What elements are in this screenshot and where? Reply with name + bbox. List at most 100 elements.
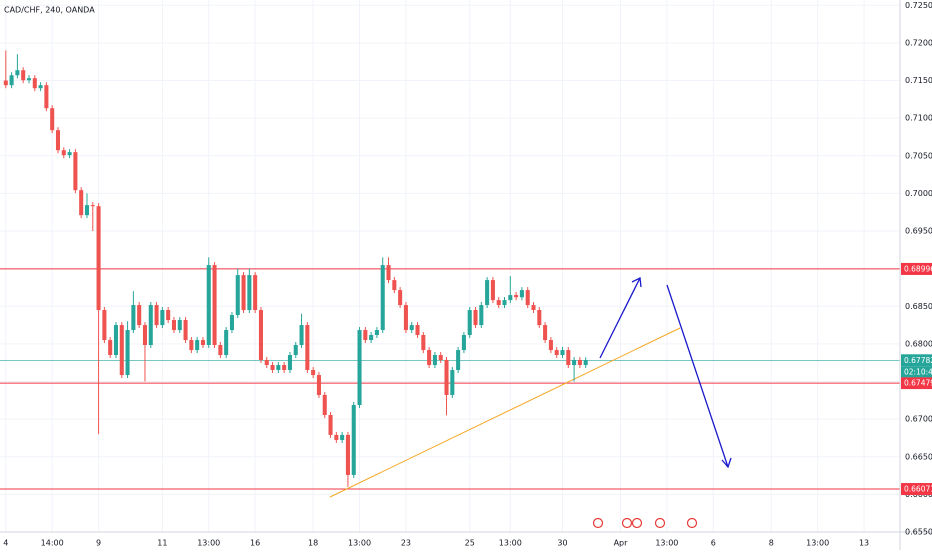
candle-body (363, 330, 368, 341)
price-tag-label: 0.68996 (904, 264, 932, 273)
candle-body (490, 280, 495, 301)
candle-body (50, 108, 55, 131)
candle-body (282, 365, 287, 370)
chart-title: CAD/CHF, 240, OANDA (4, 6, 95, 15)
x-tick-label: 23 (401, 539, 411, 548)
x-tick-label: 16 (250, 539, 260, 548)
candle-body (345, 434, 350, 475)
x-tick-label: 4 (3, 539, 8, 548)
price-tag (901, 377, 932, 390)
candle-body (398, 290, 403, 306)
candle-body (415, 325, 420, 336)
candle-body (577, 359, 582, 366)
arrow-down-head (721, 457, 732, 469)
candle-body (340, 434, 345, 440)
candle-body (334, 434, 339, 440)
candle-body (102, 310, 107, 341)
candle-body (212, 265, 217, 346)
event-icon (592, 517, 604, 529)
candle-body (67, 152, 72, 156)
candle-body (119, 325, 124, 376)
x-tick-label: 13 (859, 539, 869, 548)
candle-body (328, 414, 333, 435)
price-tag-label: 0.67479 (904, 379, 932, 388)
x-tick-label: 18 (308, 539, 318, 548)
candle-body (224, 330, 229, 356)
candle-body (235, 275, 240, 316)
candle-body (473, 310, 478, 326)
candle-body (322, 394, 327, 415)
candle-body (241, 275, 246, 311)
price-tag (901, 354, 932, 367)
candle-body (548, 340, 553, 351)
candle-body (560, 350, 565, 356)
candle-body (61, 150, 66, 156)
candle-body (26, 78, 32, 81)
event-icon (686, 517, 698, 529)
event-icon (631, 517, 643, 529)
candle-body (171, 320, 176, 331)
countdown-tag (901, 366, 932, 378)
x-tick-label: 13:00 (197, 539, 220, 548)
candle-body (206, 265, 211, 346)
candle-body (369, 335, 374, 341)
candle-body (444, 359, 449, 395)
candle-body (131, 305, 136, 331)
candle-body (79, 190, 84, 216)
candle-body (137, 305, 142, 326)
candle-body (113, 325, 119, 356)
candle-body (409, 325, 414, 331)
candle-body (125, 330, 130, 376)
candle-body (253, 275, 258, 311)
candle-body (432, 355, 437, 366)
candle-body (537, 310, 542, 326)
candle-body (195, 340, 200, 351)
event-icons (592, 517, 698, 529)
candle-body (38, 85, 43, 89)
candle-body (583, 360, 588, 366)
x-tick-label: 11 (157, 539, 167, 548)
candle-body (543, 325, 548, 341)
event-icon (621, 517, 633, 529)
candle-body (427, 350, 432, 366)
candle-body (258, 310, 263, 360)
candle-body (3, 80, 8, 86)
candle-body (351, 404, 356, 475)
price-tag (901, 262, 932, 275)
candle-body (438, 355, 443, 360)
candle-body (166, 310, 171, 321)
candle-body (374, 330, 379, 336)
candle-body (525, 290, 530, 306)
candle-body (311, 369, 316, 376)
candle-body (287, 355, 292, 370)
candle-body (142, 325, 148, 346)
candle-body (264, 359, 269, 366)
candle-body (502, 300, 507, 306)
candle-body (508, 295, 513, 301)
candle-body (276, 365, 281, 370)
x-tick-label: 13:00 (348, 539, 371, 548)
candle-body (554, 350, 559, 356)
candle-body (218, 345, 223, 356)
candle-body (90, 205, 95, 207)
x-tick-label: 6 (711, 539, 716, 548)
trend-line (329, 327, 681, 498)
candle-body (531, 305, 536, 311)
candle-body (519, 290, 524, 298)
candle-body (496, 300, 501, 306)
candle-body (485, 280, 490, 306)
candles (3, 50, 588, 487)
candle-body (421, 335, 426, 351)
x-tick-label: 13:00 (655, 539, 678, 548)
candle-body (380, 265, 385, 331)
x-tick-label: 9 (96, 539, 101, 548)
candle-body (44, 85, 49, 109)
